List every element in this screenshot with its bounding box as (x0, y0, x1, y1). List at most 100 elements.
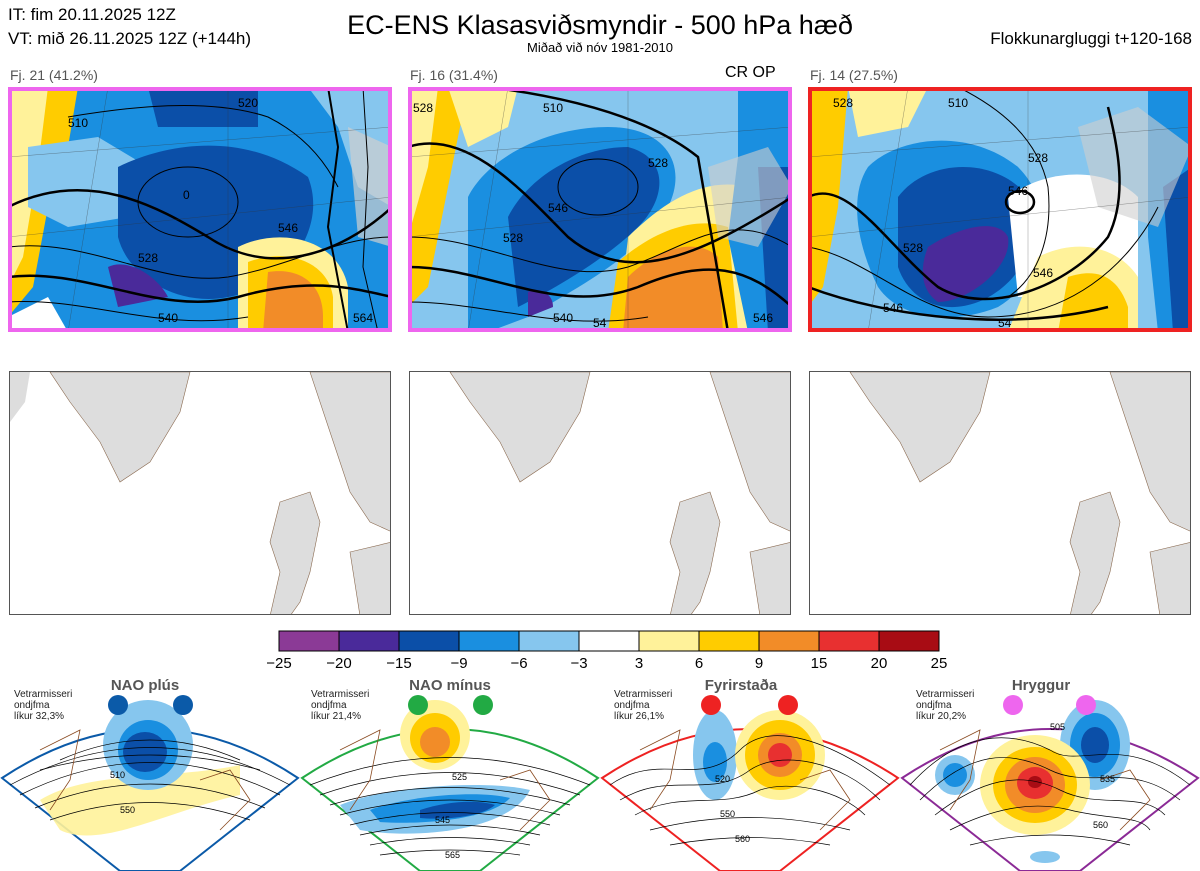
regime-1-name: NAO plús (110, 677, 180, 694)
issue-time: IT: fim 20.11.2025 12Z (8, 5, 176, 24)
cluster-2-contour-label: 546 (548, 201, 568, 215)
colorbar-tick-label: −20 (326, 655, 352, 672)
cluster-3-contour-label: 54 (998, 316, 1012, 330)
colorbar-cell (578, 630, 640, 652)
regime-1-contour: 550 (120, 805, 135, 815)
colorbar-cell (878, 630, 940, 652)
cluster-map-1-svg: 510 520 528 546 540 564 0 (8, 87, 392, 332)
cluster-2-contour-label: 54 (593, 316, 607, 330)
regime-3-contour: 550 (720, 809, 735, 819)
cluster-2-contour-label: 528 (413, 101, 433, 115)
regime-4-type: ondjfma (916, 700, 952, 711)
regime-2-contour: 545 (435, 815, 450, 825)
cluster-1-label: Fj. 21 (41.2%) (10, 67, 98, 83)
regime-3-type: ondjfma (614, 700, 650, 711)
regime-4-contour: 560 (1093, 820, 1108, 830)
colorbar-tick-label: −3 (570, 655, 588, 672)
regime-3-prob: líkur 26,1% (614, 711, 665, 722)
colorbar-cell (698, 630, 760, 652)
cluster-1-contour-label: 520 (238, 96, 258, 110)
cluster-map-3-svg: 528 510 528 546 528 546 546 54 (808, 87, 1192, 332)
cluster-2-contour-label: 510 (543, 101, 563, 115)
regime-4-name: Hryggur (1011, 677, 1071, 694)
regime-4-prob: líkur 20,2% (916, 711, 967, 722)
regime-4-info: Vetrarmisseri ondjfma líkur 20,2% (916, 689, 974, 722)
regime-3-contour: 520 (715, 774, 730, 784)
colorbar-tick-label: 9 (754, 655, 764, 672)
cluster-map-3: 528 510 528 546 528 546 546 54 (808, 87, 1192, 332)
empty-map-1 (9, 371, 391, 615)
regime-map-ridge: 505 535 560 (900, 695, 1200, 871)
colorbar-tick-label: 3 (634, 655, 644, 672)
colorbar-cell (638, 630, 700, 652)
colorbar-tick-label: −25 (266, 655, 292, 672)
cluster-map-1: 510 520 528 546 540 564 0 (8, 87, 392, 332)
colorbar-cell (338, 630, 400, 652)
colorbar-tick-label: −15 (386, 655, 412, 672)
colorbar-cell (818, 630, 880, 652)
cluster-3-contour-label: 546 (883, 301, 903, 315)
regime-1-contour: 510 (110, 770, 125, 780)
colorbar-tick-label: 20 (870, 655, 888, 672)
empty-map-3 (809, 371, 1191, 615)
regime-4-contour: 505 (1050, 722, 1065, 732)
colorbar-tick-label: 6 (694, 655, 704, 672)
regime-4-contour: 535 (1100, 774, 1115, 784)
colorbar-cell (518, 630, 580, 652)
colorbar-tick-label: 25 (930, 655, 948, 672)
regime-2-prob: líkur 21,4% (311, 711, 362, 722)
cluster-1-contour-label: 546 (278, 221, 298, 235)
regime-2-info: Vetrarmisseri ondjfma líkur 21,4% (311, 689, 369, 722)
colorbar-cell (278, 630, 340, 652)
cluster-1-contour-label: 510 (68, 116, 88, 130)
colorbar-tick-label: −6 (510, 655, 528, 672)
cluster-map-2: 528 510 528 546 528 540 54 546 (408, 87, 792, 332)
regime-4-season: Vetrarmisseri (916, 689, 975, 700)
cluster-2-contour-label: 546 (753, 311, 773, 325)
regime-map-blocking: 520 550 560 (600, 695, 900, 871)
cluster-3-contour-label: 528 (1028, 151, 1048, 165)
regime-1-season: Vetrarmisseri (14, 689, 73, 700)
colorbar (278, 630, 940, 652)
regime-2-type: ondjfma (311, 700, 347, 711)
cluster-1-contour-label: 564 (353, 311, 373, 325)
regime-3-season: Vetrarmisseri (614, 689, 673, 700)
cluster-3-contour-label: 528 (903, 241, 923, 255)
classification-window: Flokkunargluggi t+120-168 (990, 29, 1192, 48)
regime-3-contour: 560 (735, 834, 750, 844)
cluster-2-contour-label: 528 (503, 231, 523, 245)
regime-1-info: Vetrarmisseri ondjfma líkur 32,3% (14, 689, 72, 722)
regime-map-nao-minus: 525 545 565 (300, 695, 600, 871)
cluster-1-contour-label: 528 (138, 251, 158, 265)
cluster-1-contour-label: 0 (183, 188, 190, 202)
colorbar-cell (458, 630, 520, 652)
cluster-2-contour-label: 528 (648, 156, 668, 170)
cluster-map-2-svg: 528 510 528 546 528 540 54 546 (408, 87, 792, 332)
cluster-2-badge: CR OP (725, 64, 776, 81)
regime-2-season: Vetrarmisseri (311, 689, 370, 700)
cluster-3-label: Fj. 14 (27.5%) (810, 67, 898, 83)
cluster-3-contour-label: 528 (833, 96, 853, 110)
empty-map-2 (409, 371, 791, 615)
valid-time: VT: mið 26.11.2025 12Z (+144h) (8, 29, 252, 48)
page-subtitle: Miðað við nóv 1981-2010 (527, 40, 673, 55)
cluster-2-contour-label: 540 (553, 311, 573, 325)
cluster-3-contour-label: 546 (1033, 266, 1053, 280)
regime-2-name: NAO mínus (409, 677, 491, 694)
regime-1-prob: líkur 32,3% (14, 711, 65, 722)
page-title: EC-ENS Klasasviðsmyndir - 500 hPa hæð (347, 10, 853, 40)
regime-3-name: Fyrirstaða (704, 677, 778, 694)
colorbar-tick-label: −9 (450, 655, 468, 672)
colorbar-cell (398, 630, 460, 652)
regime-3-info: Vetrarmisseri ondjfma líkur 26,1% (614, 689, 672, 722)
colorbar-tick-label: 15 (810, 655, 828, 672)
cluster-3-contour-label: 546 (1008, 184, 1028, 198)
cluster-2-label: Fj. 16 (31.4%) (410, 67, 498, 83)
cluster-1-contour-label: 540 (158, 311, 178, 325)
colorbar-cell (758, 630, 820, 652)
regime-2-contour: 565 (445, 850, 460, 860)
regime-map-nao-plus: 510 550 (0, 695, 300, 871)
regime-2-contour: 525 (452, 772, 467, 782)
regime-1-type: ondjfma (14, 700, 50, 711)
cluster-3-contour-label: 510 (948, 96, 968, 110)
